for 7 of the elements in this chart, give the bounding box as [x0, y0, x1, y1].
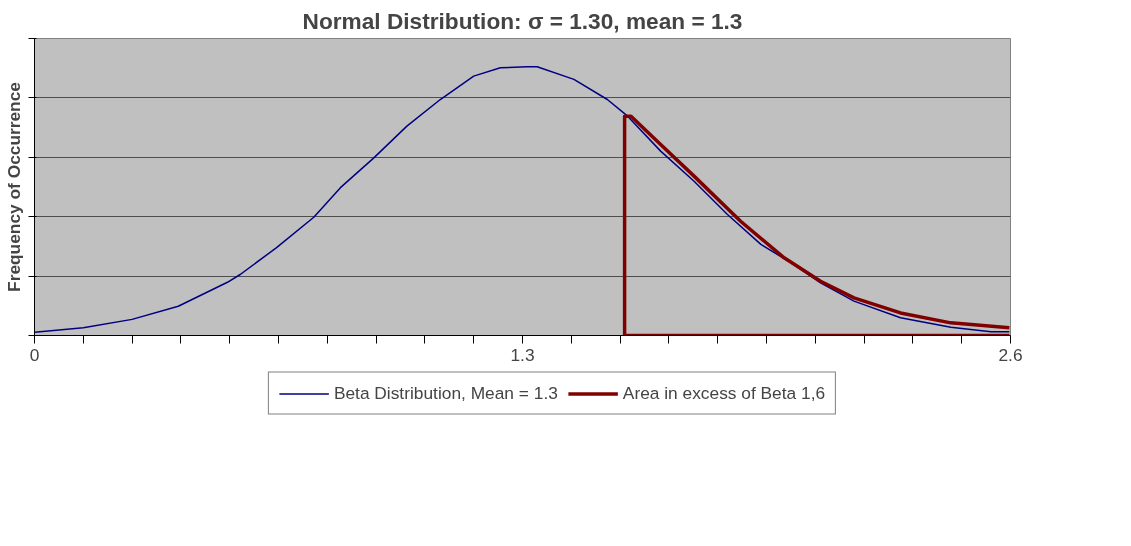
legend-label: Beta Distribution, Mean = 1.3 — [333, 382, 558, 404]
x-tick-label: 2.6 — [998, 344, 1023, 365]
x-tick-label: 0 — [29, 344, 40, 365]
y-axis-title: Frequency of Occurrence — [3, 81, 24, 292]
legend-label: Area in excess of Beta 1,6 — [622, 382, 826, 404]
chart-title: Normal Distribution: σ = 1.30, mean = 1.3 — [302, 7, 743, 34]
x-tick-label: 1.3 — [510, 344, 535, 365]
